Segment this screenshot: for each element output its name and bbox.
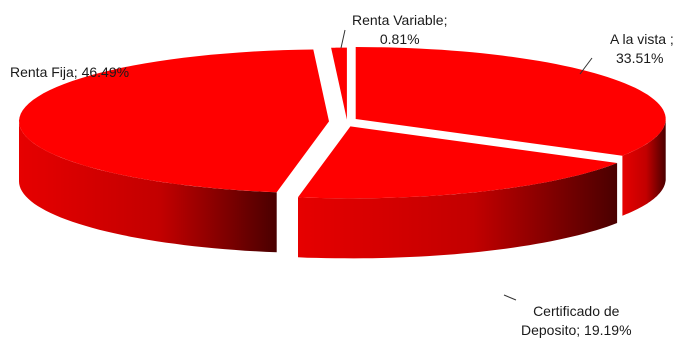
slice-side-certificado-de-deposito [298,163,618,259]
pie-slice-renta-fija [19,49,329,193]
pie-slice-a-la-vista [355,47,666,156]
leader-line-cdt [503,294,517,301]
slice-side-a-la-vista [622,119,666,216]
slice-side-renta-fija [19,121,277,253]
slice-label-certificado: Certificado de Deposito; 19.19% [521,303,632,338]
slice-label-a-la-vista: A la vista ; 33.51% [610,31,674,66]
pie-slice-renta-variable [331,47,347,120]
leader-line-variable [340,29,346,49]
slice-label-renta-fija: Renta Fija; 46.49% [10,64,130,80]
slice-label-renta-variable: Renta Variable; 0.81% [352,12,448,47]
leader-line-vista [579,57,593,75]
pie-slice-certificado-de-deposito [298,126,618,199]
